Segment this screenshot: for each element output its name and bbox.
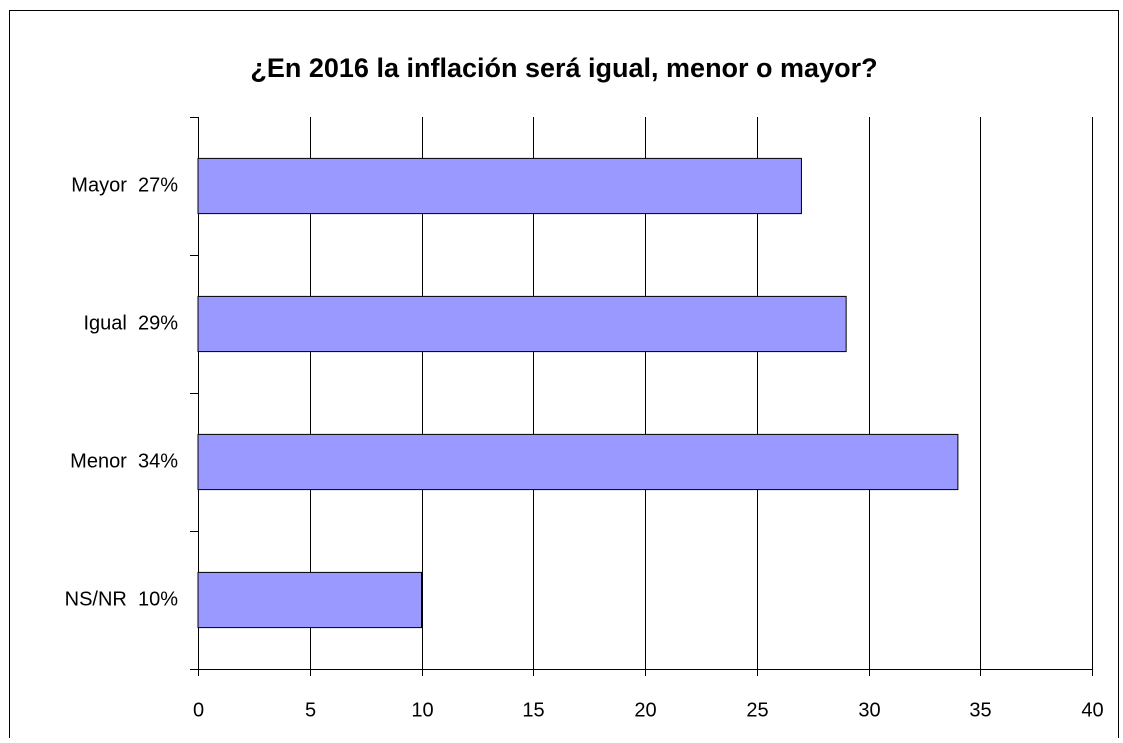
x-tick-label: 25 xyxy=(746,699,768,721)
bar xyxy=(197,295,847,353)
y-tick-label: Menor 34% xyxy=(70,450,178,472)
x-tick-label: 0 xyxy=(193,699,204,721)
y-tick-label: Mayor 27% xyxy=(71,174,178,196)
bar xyxy=(197,571,422,629)
x-tick-label: 30 xyxy=(858,699,880,721)
x-tick-label: 10 xyxy=(411,699,433,721)
x-tick-label: 5 xyxy=(305,699,316,721)
chart-title: ¿En 2016 la inflación será igual, menor … xyxy=(250,53,877,83)
x-tick-label: 35 xyxy=(969,699,991,721)
y-tick-label: Igual 29% xyxy=(83,312,178,334)
bar xyxy=(197,157,802,215)
y-tick-label: NS/NR 10% xyxy=(65,588,179,610)
x-tick-label: 40 xyxy=(1081,699,1103,721)
x-tick-label: 20 xyxy=(634,699,656,721)
x-tick-label: 15 xyxy=(522,699,544,721)
chart-frame xyxy=(9,10,1119,743)
bar xyxy=(197,433,959,491)
